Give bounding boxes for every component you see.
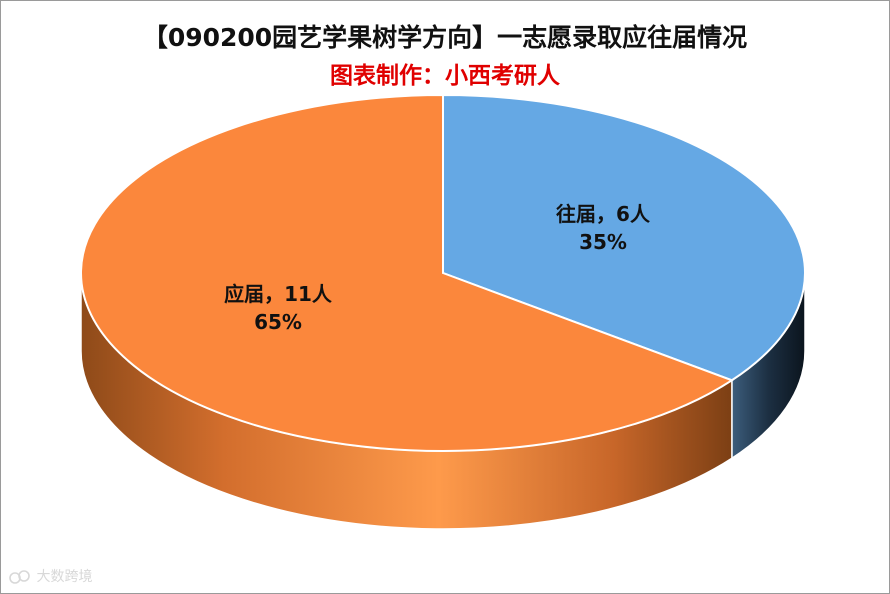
chart-subtitle: 图表制作：小西考研人	[330, 63, 560, 89]
pie-slice-current	[80, 93, 735, 452]
watermark: 大数跨境	[8, 566, 92, 586]
watermark-logo-icon	[9, 570, 30, 584]
data-label-past-line1: 往届，6人	[556, 202, 651, 226]
data-label-current-line1: 应届，11人	[224, 282, 333, 306]
data-label-current-line2: 65%	[254, 310, 302, 334]
watermark-text: 大数跨境	[36, 569, 93, 585]
data-label-past-line2: 35%	[579, 230, 627, 254]
pie-slice-past	[442, 93, 806, 382]
chart-title: 【090200园艺学果树学方向】一志愿录取应往届情况	[142, 23, 748, 52]
